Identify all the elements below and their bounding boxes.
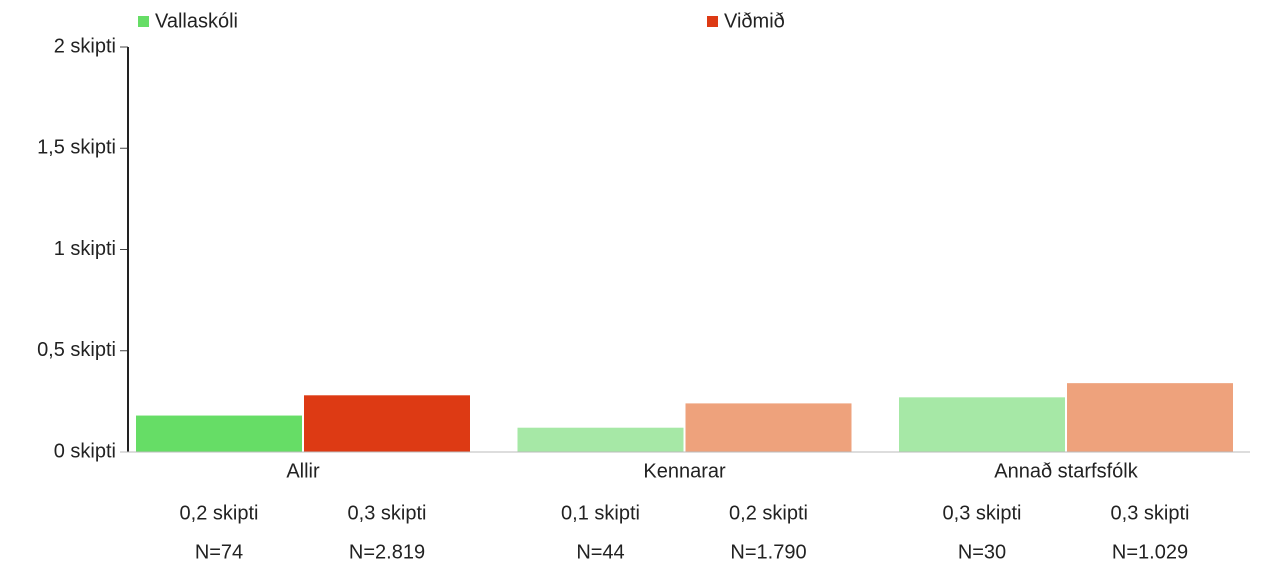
- value-label: 0,3 skipti: [1111, 502, 1190, 524]
- legend-swatch: [707, 16, 718, 27]
- n-label: N=1.790: [730, 541, 806, 563]
- n-label: N=1.029: [1112, 541, 1188, 563]
- y-tick-label: 0,5 skipti: [37, 339, 116, 361]
- bar: [136, 415, 302, 452]
- legend-label: Vallaskóli: [155, 10, 238, 32]
- n-label: N=2.819: [349, 541, 425, 563]
- y-tick-label: 2 skipti: [54, 35, 116, 57]
- n-label: N=74: [195, 541, 243, 563]
- y-tick-label: 0 skipti: [54, 440, 116, 462]
- value-label: 0,2 skipti: [180, 502, 259, 524]
- legend-label: Viðmið: [724, 10, 785, 32]
- x-tick-label: Annað starfsfólk: [994, 460, 1138, 482]
- n-label: N=30: [958, 541, 1006, 563]
- legend-swatch: [138, 16, 149, 27]
- bar: [304, 395, 470, 452]
- x-tick-label: Allir: [286, 460, 320, 482]
- value-label: 0,2 skipti: [729, 502, 808, 524]
- value-label: 0,1 skipti: [561, 502, 640, 524]
- y-tick-label: 1 skipti: [54, 238, 116, 260]
- x-tick-label: Kennarar: [643, 460, 726, 482]
- value-label: 0,3 skipti: [943, 502, 1022, 524]
- y-tick-label: 1,5 skipti: [37, 137, 116, 159]
- bar: [1067, 383, 1233, 452]
- n-label: N=44: [576, 541, 624, 563]
- value-label: 0,3 skipti: [348, 502, 427, 524]
- bar: [517, 427, 684, 452]
- bar: [899, 397, 1065, 452]
- bar: [685, 403, 852, 452]
